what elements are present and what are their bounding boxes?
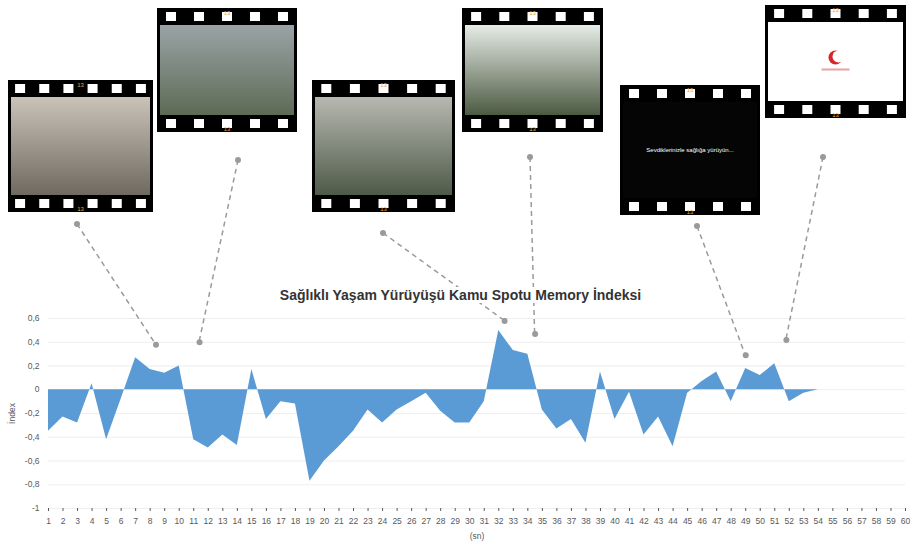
svg-text:-0,6: -0,6 [25,456,40,466]
svg-text:13: 13 [224,126,231,132]
html-text:Sağlıklı Yaşam Yürüyüşü Kamu S: Sağlıklı Yaşam Yürüyüşü Kamu Spotu Memor… [279,287,642,303]
svg-text:49: 49 [741,516,751,526]
svg-text:9: 9 [162,516,167,526]
svg-text:23: 23 [363,516,373,526]
svg-text:26: 26 [407,516,417,526]
svg-text:36: 36 [552,516,562,526]
svg-text:8: 8 [148,516,153,526]
svg-text:-1: -1 [32,503,40,513]
svg-text:13: 13 [529,126,536,132]
svg-text:13: 13 [218,516,228,526]
svg-text:31: 31 [480,516,490,526]
svg-text:28: 28 [436,516,446,526]
svg-text:15: 15 [247,516,257,526]
svg-text:52: 52 [785,516,795,526]
svg-text:Sevdiklerinizle sağlığa yürüyü: Sevdiklerinizle sağlığa yürüyün... [646,147,734,153]
svg-text:45: 45 [683,516,693,526]
svg-text:48: 48 [726,516,736,526]
svg-text:14: 14 [233,516,243,526]
svg-text:13: 13 [832,7,839,13]
svg-text:4: 4 [90,516,95,526]
svg-text:25: 25 [392,516,402,526]
svg-text:37: 37 [567,516,577,526]
svg-text:7: 7 [133,516,138,526]
svg-text:2: 2 [61,516,66,526]
svg-text:39: 39 [596,516,606,526]
svg-text:18: 18 [291,516,301,526]
svg-text:38: 38 [581,516,591,526]
svg-text:59: 59 [886,516,896,526]
svg-text:10: 10 [174,516,184,526]
svg-text:-0,4: -0,4 [25,432,40,442]
svg-text:3: 3 [75,516,80,526]
svg-text:19: 19 [305,516,315,526]
svg-text:-0,8: -0,8 [25,479,40,489]
svg-text:29: 29 [450,516,460,526]
svg-text:12: 12 [204,516,214,526]
svg-text:İndex: İndex [7,402,17,424]
svg-text:13: 13 [380,206,387,212]
svg-text:13: 13 [77,206,84,212]
svg-text:20: 20 [320,516,330,526]
svg-text:13: 13 [529,10,536,16]
svg-text:13: 13 [380,82,387,88]
svg-text:21: 21 [334,516,344,526]
svg-text:51: 51 [770,516,780,526]
svg-text:30: 30 [465,516,475,526]
svg-text:40: 40 [610,516,620,526]
svg-text:13: 13 [224,10,231,16]
svg-text:0,2: 0,2 [28,361,40,371]
svg-text:13: 13 [77,82,84,88]
svg-text:34: 34 [523,516,533,526]
svg-text:27: 27 [421,516,431,526]
svg-text:1: 1 [46,516,51,526]
svg-text:46: 46 [697,516,707,526]
svg-text:50: 50 [756,516,766,526]
svg-text:33: 33 [509,516,519,526]
svg-text:54: 54 [814,516,824,526]
svg-text:56: 56 [843,516,853,526]
svg-text:0,4: 0,4 [28,337,40,347]
svg-text:47: 47 [712,516,722,526]
svg-text:17: 17 [276,516,286,526]
svg-text:53: 53 [799,516,809,526]
svg-text:11: 11 [189,516,198,526]
svg-text:16: 16 [262,516,272,526]
svg-text:60: 60 [901,516,911,526]
svg-text:5: 5 [104,516,109,526]
svg-text:58: 58 [872,516,882,526]
svg-text:0: 0 [35,384,40,394]
svg-text:41: 41 [625,516,635,526]
svg-text:24: 24 [378,516,388,526]
svg-text:57: 57 [857,516,867,526]
svg-text:13: 13 [687,209,694,215]
svg-text:55: 55 [828,516,838,526]
svg-text:44: 44 [668,516,678,526]
svg-text:32: 32 [494,516,504,526]
svg-text:13: 13 [687,87,694,93]
svg-text:(sn): (sn) [470,531,485,541]
svg-text:6: 6 [119,516,124,526]
svg-text:0,6: 0,6 [28,313,40,323]
svg-text:42: 42 [639,516,649,526]
svg-text:13: 13 [832,112,839,118]
svg-text:43: 43 [654,516,664,526]
svg-text:-0,2: -0,2 [25,408,40,418]
svg-text:35: 35 [538,516,548,526]
svg-text:22: 22 [349,516,359,526]
